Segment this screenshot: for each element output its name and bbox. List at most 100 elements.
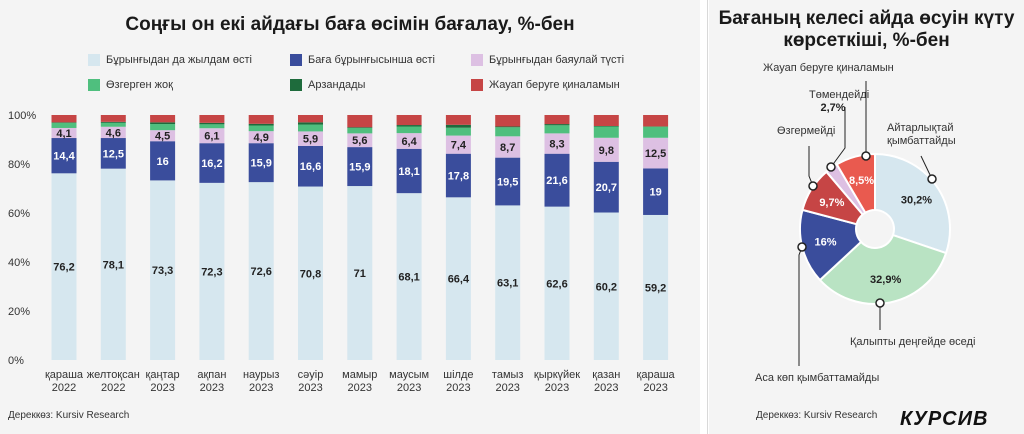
- bar-segment: [445, 197, 471, 360]
- bar-segment: [593, 115, 619, 127]
- bar-data-label: 16,2: [201, 158, 222, 170]
- legend-label: Баға бұрынғысынша өсті: [308, 54, 435, 66]
- bar-segment: [396, 148, 422, 194]
- bar-segment: [593, 126, 619, 138]
- bar-data-label: 15,9: [250, 158, 271, 170]
- bar-segment: [593, 212, 619, 360]
- donut-chart-source: Дереккөз: Kursiv Research: [756, 410, 878, 421]
- bar-data-label: 4,6: [106, 127, 121, 139]
- x-tick-label: ақпан: [197, 369, 226, 381]
- callout-label: Айтарлықтай: [887, 122, 954, 134]
- bar-segment: [643, 137, 669, 169]
- legend-item-unchanged: Өзгерген жоқ: [88, 79, 173, 91]
- bar-segment: [347, 127, 373, 134]
- bar-segment: [593, 161, 619, 213]
- bar-segment: [51, 138, 77, 174]
- bar-segment: [298, 131, 323, 146]
- bar-segment: [643, 214, 669, 360]
- bar-segment: [199, 128, 225, 144]
- bar-segment: [100, 121, 126, 123]
- y-tick-label: 40%: [8, 257, 30, 269]
- bar-segment: [544, 153, 570, 207]
- bar-data-label: 63,1: [497, 278, 518, 290]
- x-tick-label: қараша: [45, 369, 84, 381]
- bar-data-label: 17,8: [448, 171, 469, 183]
- legend-label: Өзгерген жоқ: [106, 79, 173, 91]
- callout-dot: [861, 151, 871, 161]
- bar-data-label: 73,3: [152, 265, 173, 277]
- bar-segment: [248, 143, 274, 183]
- bar-segment: [248, 125, 274, 132]
- legend-swatch-green: [88, 79, 100, 91]
- bar-segment: [396, 125, 422, 127]
- bar-segment: [445, 135, 471, 154]
- bar-segment: [495, 205, 521, 360]
- bar-segment: [298, 122, 323, 125]
- bar-data-label: 68,1: [398, 272, 419, 284]
- bar-segment: [298, 186, 323, 360]
- bar-data-label: 78,1: [103, 259, 124, 271]
- callout-dot: [808, 181, 818, 191]
- bar-data-label: 16,6: [300, 161, 321, 173]
- bar-segment: [396, 133, 422, 149]
- donut-data-label: 32,9%: [870, 274, 901, 286]
- y-tick-label: 0%: [8, 355, 24, 367]
- callout-label: Жауап беруге қиналамын: [763, 62, 894, 74]
- bar-segment: [248, 131, 274, 144]
- bar-segment: [100, 138, 126, 169]
- bar-segment: [445, 153, 471, 198]
- bar-segment: [347, 133, 373, 148]
- x-tick-label-year: 2023: [150, 382, 174, 394]
- donut-data-label: 9,7%: [819, 197, 844, 209]
- x-tick-label: наурыз: [243, 369, 280, 381]
- bar-data-label: 62,6: [546, 278, 567, 290]
- bar-segment: [150, 124, 176, 131]
- bar-chart-title: Соңғы он екі айдағы баға өсімін бағалау,…: [125, 14, 575, 35]
- bar-data-label: 19,5: [497, 177, 518, 189]
- donut-slice: [874, 152, 951, 255]
- donut-data-label: 2,7%: [820, 102, 845, 114]
- bar-data-label: 5,6: [352, 135, 367, 147]
- bar-chart-source: Дереккөз: Kursiv Research: [8, 410, 130, 421]
- bar-segment: [100, 115, 126, 122]
- bar-segment: [445, 124, 471, 128]
- callout-dot: [797, 242, 807, 252]
- bar-segment: [248, 182, 274, 360]
- bar-segment: [199, 115, 225, 123]
- bar-data-label: 14,4: [53, 151, 75, 163]
- x-tick-label-year: 2023: [249, 382, 273, 394]
- callout-dot: [875, 298, 885, 308]
- bar-data-label: 76,2: [53, 262, 74, 274]
- legend-swatch-red: [471, 79, 483, 91]
- legend-item-cheaper: Арзандады: [290, 79, 365, 91]
- donut-chart-title: Бағаның келесі айда өсуін күту көрсеткіш…: [709, 8, 1024, 52]
- bar-data-label: 12,5: [645, 148, 666, 160]
- donut-slice: [818, 233, 948, 305]
- legend-item-hard-to-answer: Жауап беруге қиналамын: [471, 79, 620, 91]
- bar-segment: [100, 168, 126, 360]
- bar-data-label: 72,3: [201, 266, 222, 278]
- bar-segment: [593, 126, 619, 127]
- bar-segment: [51, 122, 77, 123]
- legend-item-faster: Бұрынғыдан да жылдам өсті: [88, 54, 252, 66]
- bar-segment: [100, 122, 126, 127]
- legend-swatch-light-blue: [88, 54, 100, 66]
- callout-label: Қалыпты деңгейде өседі: [850, 336, 975, 348]
- bar-segment: [51, 173, 77, 360]
- y-tick-label: 80%: [8, 159, 30, 171]
- bar-segment: [396, 126, 422, 134]
- x-tick-label-year: 2023: [594, 382, 618, 394]
- bar-data-label: 70,8: [300, 268, 321, 280]
- bar-segment: [51, 127, 77, 139]
- y-tick-label: 100%: [8, 110, 36, 122]
- bar-segment: [199, 143, 225, 183]
- bar-segment: [396, 115, 422, 126]
- x-tick-label: сәуір: [298, 369, 324, 381]
- bar-segment: [199, 182, 225, 360]
- bar-data-label: 20,7: [596, 182, 617, 194]
- bar-data-label: 6,4: [401, 136, 417, 148]
- bar-data-label: 66,4: [448, 274, 470, 286]
- donut-data-label: 16%: [815, 236, 837, 248]
- bar-data-label: 15,9: [349, 162, 370, 174]
- bar-segment: [495, 115, 521, 127]
